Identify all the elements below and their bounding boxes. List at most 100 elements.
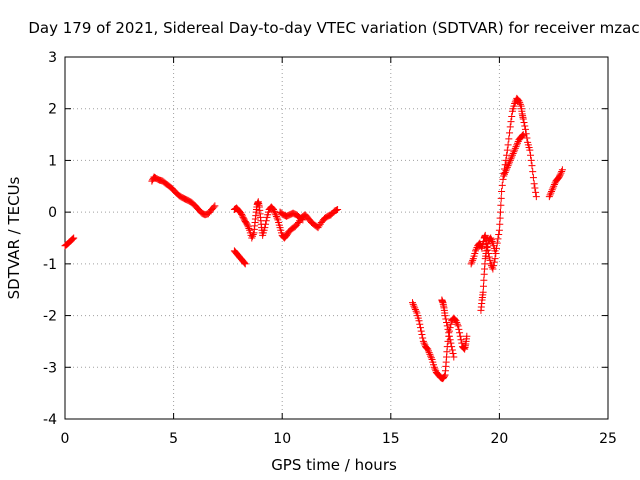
x-axis-label: GPS time / hours xyxy=(271,456,397,474)
y-tick-label: 2 xyxy=(48,102,57,118)
data-point xyxy=(472,245,480,253)
data-point xyxy=(513,141,521,149)
data-point xyxy=(448,343,456,351)
data-point xyxy=(270,206,278,214)
data-point xyxy=(458,339,466,347)
data-point xyxy=(479,282,487,290)
data-point xyxy=(557,169,565,177)
data-point xyxy=(507,118,515,126)
data-point xyxy=(270,207,278,215)
data-point xyxy=(516,100,524,108)
data-point xyxy=(472,247,480,255)
data-point xyxy=(506,123,514,131)
data-point xyxy=(467,260,475,268)
data-point xyxy=(445,332,453,340)
data-point xyxy=(491,255,499,263)
data-point xyxy=(505,160,513,168)
data-point xyxy=(504,162,512,170)
data-point xyxy=(522,130,530,138)
data-point xyxy=(298,215,306,223)
data-point xyxy=(500,172,508,180)
data-point xyxy=(443,322,451,330)
data-point xyxy=(261,224,269,232)
data-point xyxy=(512,143,520,151)
data-point xyxy=(499,175,507,183)
data-point xyxy=(417,327,425,335)
data-point xyxy=(416,324,424,332)
data-point xyxy=(506,158,514,166)
x-tick-label: 15 xyxy=(382,431,400,447)
data-point xyxy=(248,234,256,242)
data-point xyxy=(68,235,76,243)
data-point xyxy=(497,194,505,202)
data-point xyxy=(453,318,461,326)
data-point xyxy=(454,322,462,330)
data-point xyxy=(547,189,555,197)
data-point xyxy=(527,156,535,164)
data-point xyxy=(508,112,516,120)
x-tick-label: 5 xyxy=(169,431,178,447)
data-point xyxy=(520,119,528,127)
y-tick-label: -1 xyxy=(43,257,57,273)
y-tick-label: -2 xyxy=(43,309,57,325)
data-point xyxy=(486,256,494,264)
data-point xyxy=(412,307,420,315)
data-point xyxy=(507,155,515,163)
data-point xyxy=(496,208,504,216)
data-point xyxy=(249,232,257,240)
data-point xyxy=(549,184,557,192)
data-point xyxy=(494,235,502,243)
data-point xyxy=(491,247,499,255)
x-tick-label: 10 xyxy=(273,431,291,447)
data-point xyxy=(152,174,159,182)
data-point xyxy=(490,262,498,270)
data-point xyxy=(240,258,248,266)
data-point xyxy=(243,220,251,228)
data-point xyxy=(548,187,556,195)
data-point xyxy=(555,172,563,180)
data-point xyxy=(211,202,219,210)
data-point xyxy=(418,331,426,339)
data-point xyxy=(501,168,509,176)
data-point xyxy=(427,354,435,362)
data-point xyxy=(411,304,419,312)
data-point xyxy=(445,329,453,337)
data-point xyxy=(476,239,484,247)
data-point xyxy=(550,181,558,189)
data-point xyxy=(442,315,450,323)
data-point xyxy=(409,299,417,307)
data-point xyxy=(490,258,498,266)
data-point xyxy=(514,139,521,147)
data-point xyxy=(505,135,513,143)
plot-frame xyxy=(64,56,609,420)
data-point xyxy=(478,244,486,252)
data-point xyxy=(440,372,448,380)
data-point xyxy=(241,259,249,267)
data-point xyxy=(510,148,518,156)
data-point xyxy=(482,247,490,255)
data-point xyxy=(488,263,496,271)
data-point xyxy=(487,236,495,244)
data-point xyxy=(529,174,537,182)
data-point xyxy=(506,129,514,137)
data-point xyxy=(546,191,554,199)
data-point xyxy=(452,317,460,325)
data-point xyxy=(526,146,534,154)
data-point xyxy=(550,182,558,190)
data-point xyxy=(456,329,464,337)
data-point xyxy=(241,260,249,268)
chart-title: Day 179 of 2021, Sidereal Day-to-day VTE… xyxy=(28,19,639,37)
data-point xyxy=(424,345,432,353)
data-point xyxy=(503,163,511,171)
data-point xyxy=(455,325,463,333)
data-point xyxy=(516,99,524,107)
x-tick-label: 20 xyxy=(490,431,508,447)
data-point xyxy=(496,214,504,222)
data-point xyxy=(416,320,424,328)
data-point xyxy=(519,131,527,139)
data-point xyxy=(243,221,251,229)
data-point xyxy=(272,212,280,220)
data-point xyxy=(411,306,419,314)
data-point xyxy=(487,234,495,242)
y-axis-label: SDTVAR / TECUs xyxy=(5,176,23,299)
